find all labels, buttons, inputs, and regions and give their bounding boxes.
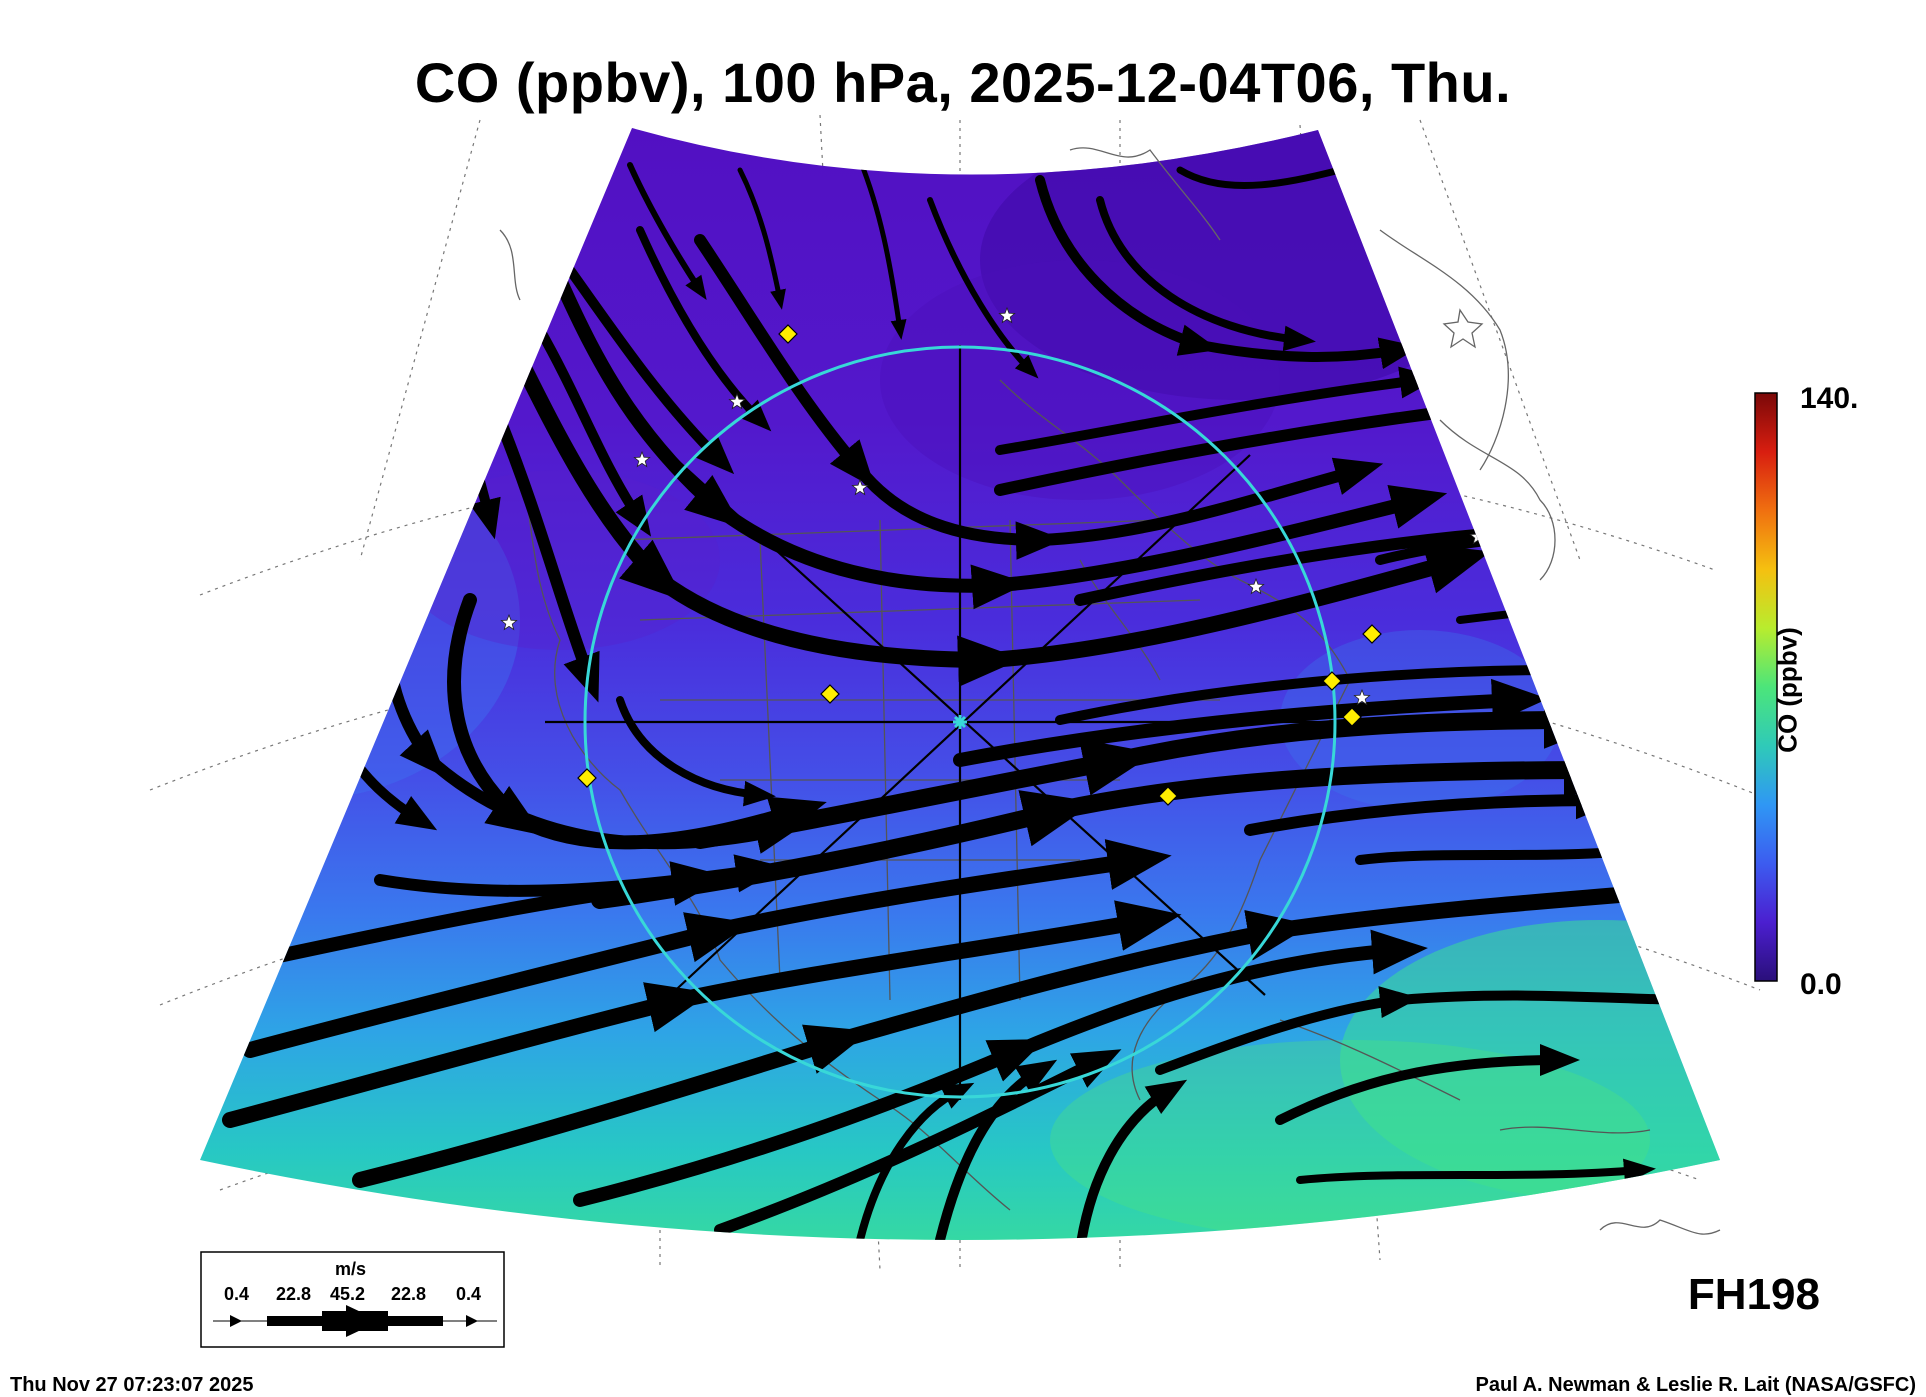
station-star-icon [728, 392, 746, 410]
station-diamond-icon [1158, 786, 1178, 806]
co-field [200, 128, 1720, 1240]
streamline [445, 390, 501, 540]
station-star-icon [998, 306, 1016, 324]
station-star-icon [500, 613, 518, 631]
map-title: CO (ppbv), 100 hPa, 2025-12-04T06, Thu. [414, 51, 1512, 114]
station-diamond-icon [1322, 671, 1342, 691]
footer-credit: Paul A. Newman & Leslie R. Lait (NASA/GS… [1475, 1374, 1916, 1396]
wind-key-value: 22.8 [391, 1284, 427, 1304]
station-star-icon [1353, 688, 1371, 706]
colorbar [1754, 392, 1778, 982]
streamline [857, 157, 907, 340]
streamline [737, 167, 786, 310]
wind-key-value: 0.4 [456, 1284, 482, 1304]
colorbar-axis-label: CO (ppbv) [1772, 627, 1803, 753]
streamline [1075, 1079, 1188, 1240]
station-diamond-icon [820, 684, 840, 704]
streamline [494, 414, 600, 703]
streamline [616, 696, 776, 807]
streamline [1296, 1158, 1656, 1185]
streamline [1035, 175, 1420, 370]
coastlines-outside [499, 147, 1721, 1235]
streamline [994, 393, 1484, 496]
forecast-hour: FH198 [1687, 1270, 1820, 1319]
footer-timestamp: Thu Nov 27 07:23:07 2025 [10, 1374, 254, 1396]
station-diamond-icon [1342, 707, 1362, 727]
streamline [1275, 1044, 1580, 1125]
station-diamond-icon [1362, 624, 1382, 644]
streamline [935, 1059, 1058, 1240]
station-markers [500, 306, 1487, 806]
wind-key-value: 45.2 [330, 1284, 366, 1304]
streamline [573, 929, 1428, 1207]
streamline [995, 366, 1440, 455]
streamline [636, 226, 772, 432]
target-ring [583, 345, 1337, 1099]
station-diamond-icon [577, 768, 597, 788]
streamline [1244, 780, 1624, 836]
colorbar-max-label: 140. [1800, 382, 1859, 415]
station-diamond-icon [778, 324, 798, 344]
streamline [253, 861, 728, 967]
streamline [856, 1082, 975, 1240]
colorbar-min-label: 0.0 [1800, 968, 1842, 1001]
wind-key-value: 22.8 [276, 1284, 312, 1304]
streamline [535, 325, 652, 537]
streamline [1155, 983, 1720, 1075]
station-star-icon [851, 478, 869, 496]
wind-key-unit: m/s [335, 1259, 367, 1279]
streamline [927, 197, 1039, 379]
streamline [565, 265, 735, 475]
wind-key-glyph [213, 1305, 497, 1337]
streamline [627, 162, 707, 300]
wind-streamlines [222, 157, 1720, 1240]
station-star-icon [1247, 577, 1265, 595]
streamline [512, 352, 1491, 687]
ring-center-icon [953, 715, 967, 729]
streamline [1096, 196, 1316, 352]
station-star-icon [633, 450, 651, 468]
wind-key-value: 0.4 [224, 1284, 250, 1304]
